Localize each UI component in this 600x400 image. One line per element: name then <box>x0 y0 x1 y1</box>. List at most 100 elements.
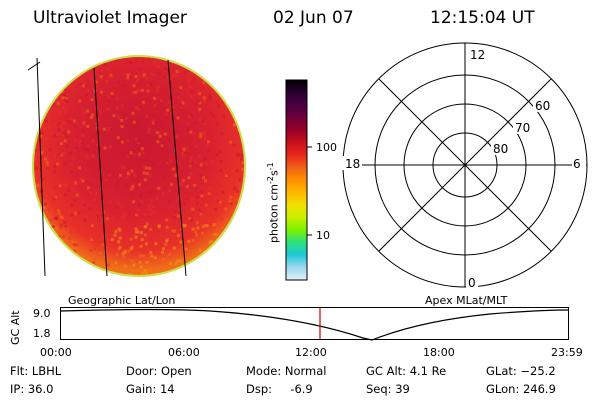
speckle-pixel <box>144 271 148 275</box>
speckle-pixel <box>235 169 239 173</box>
speckle-pixel <box>93 89 97 93</box>
speckle-pixel <box>242 200 244 204</box>
speckle-pixel <box>81 223 85 227</box>
speckle-pixel <box>123 249 127 252</box>
speckle-pixel <box>224 207 228 211</box>
speckle-pixel <box>223 79 226 83</box>
speckle-pixel <box>238 264 242 268</box>
speckle-pixel <box>96 143 100 147</box>
speckle-pixel <box>169 261 173 265</box>
clock-label-0: 0 <box>468 276 476 290</box>
speckle-pixel <box>68 236 72 240</box>
speckle-pixel <box>70 187 74 191</box>
speckle-pixel <box>135 185 139 189</box>
speckle-pixel <box>120 125 124 129</box>
speckle-pixel <box>117 116 121 120</box>
speckle-pixel <box>221 191 225 194</box>
speckle-pixel <box>91 139 95 143</box>
speckle-pixel <box>149 83 153 86</box>
speckle-pixel <box>62 121 66 125</box>
speckle-pixel <box>59 223 63 227</box>
speckle-pixel <box>74 138 78 142</box>
speckle-pixel <box>123 250 127 254</box>
speckle-pixel <box>154 107 157 111</box>
speckle-pixel <box>129 101 133 105</box>
speckle-pixel <box>63 92 67 96</box>
glon-label: GLon: 246.9 <box>486 382 556 396</box>
speckle-pixel <box>64 224 68 228</box>
strip-frame <box>60 307 569 340</box>
speckle-pixel <box>138 148 142 152</box>
speckle-pixel <box>103 63 107 66</box>
speckle-pixel <box>143 178 147 182</box>
speckle-pixel <box>237 91 241 95</box>
speckle-pixel <box>109 73 113 77</box>
speckle-pixel <box>196 226 200 230</box>
speckle-pixel <box>93 221 97 225</box>
speckle-pixel <box>61 106 65 110</box>
speckle-pixel <box>134 106 138 110</box>
speckle-pixel <box>69 117 73 121</box>
speckle-pixel <box>67 188 71 192</box>
speckle-pixel <box>125 269 129 273</box>
speckle-pixel <box>199 174 203 178</box>
speckle-pixel <box>176 259 180 263</box>
speckle-pixel <box>51 61 55 65</box>
speckle-pixel <box>236 108 240 112</box>
speckle-pixel <box>53 154 57 158</box>
speckle-pixel <box>146 118 150 122</box>
speckle-pixel <box>172 164 176 168</box>
speckle-pixel <box>240 114 244 118</box>
speckle-pixel <box>236 231 240 235</box>
earth-disk-image <box>27 55 246 277</box>
speckle-pixel <box>98 159 102 163</box>
speckle-pixel <box>54 266 58 270</box>
speckle-pixel <box>194 62 198 66</box>
speckle-pixel <box>35 166 38 170</box>
speckle-pixel <box>72 69 76 73</box>
speckle-pixel <box>52 102 56 106</box>
speckle-pixel <box>125 176 129 180</box>
speckle-pixel <box>116 136 120 140</box>
speckle-pixel <box>191 239 195 243</box>
speckle-pixel <box>92 133 95 137</box>
speckle-pixel <box>107 263 110 267</box>
speckle-pixel <box>48 109 52 113</box>
speckle-pixel <box>84 93 88 97</box>
speckle-pixel <box>126 172 130 176</box>
speckle-pixel <box>190 218 193 222</box>
speckle-pixel <box>189 159 193 163</box>
speckle-pixel <box>60 82 63 86</box>
speckle-pixel <box>74 147 78 150</box>
speckle-pixel <box>216 199 220 203</box>
speckle-pixel <box>51 69 55 73</box>
speckle-pixel <box>121 84 125 87</box>
speckle-pixel <box>134 235 138 239</box>
speckle-pixel <box>67 266 71 270</box>
speckle-pixel <box>46 207 50 211</box>
speckle-pixel <box>142 73 146 77</box>
speckle-pixel <box>151 121 155 125</box>
speckle-pixel <box>159 99 163 102</box>
speckle-pixel <box>69 230 73 234</box>
speckle-pixel <box>98 71 102 75</box>
colorbar-tick-label-100: 100 <box>316 141 337 154</box>
speckle-pixel <box>45 113 49 116</box>
speckle-pixel <box>57 122 61 126</box>
speckle-pixel <box>186 79 190 83</box>
speckle-pixel <box>146 89 150 93</box>
speckle-pixel <box>204 179 207 183</box>
speckle-pixel <box>73 198 77 202</box>
speckle-pixel <box>132 84 136 88</box>
speckle-pixel <box>106 67 110 71</box>
speckle-pixel <box>50 248 54 252</box>
speckle-pixel <box>89 116 93 120</box>
speckle-pixel <box>118 236 122 240</box>
speckle-pixel <box>35 179 39 183</box>
speckle-pixel <box>153 61 156 65</box>
speckle-pixel <box>220 132 224 136</box>
speckle-pixel <box>34 125 38 129</box>
speckle-pixel <box>165 225 169 229</box>
speckle-pixel <box>158 132 161 136</box>
speckle-pixel <box>157 71 161 75</box>
